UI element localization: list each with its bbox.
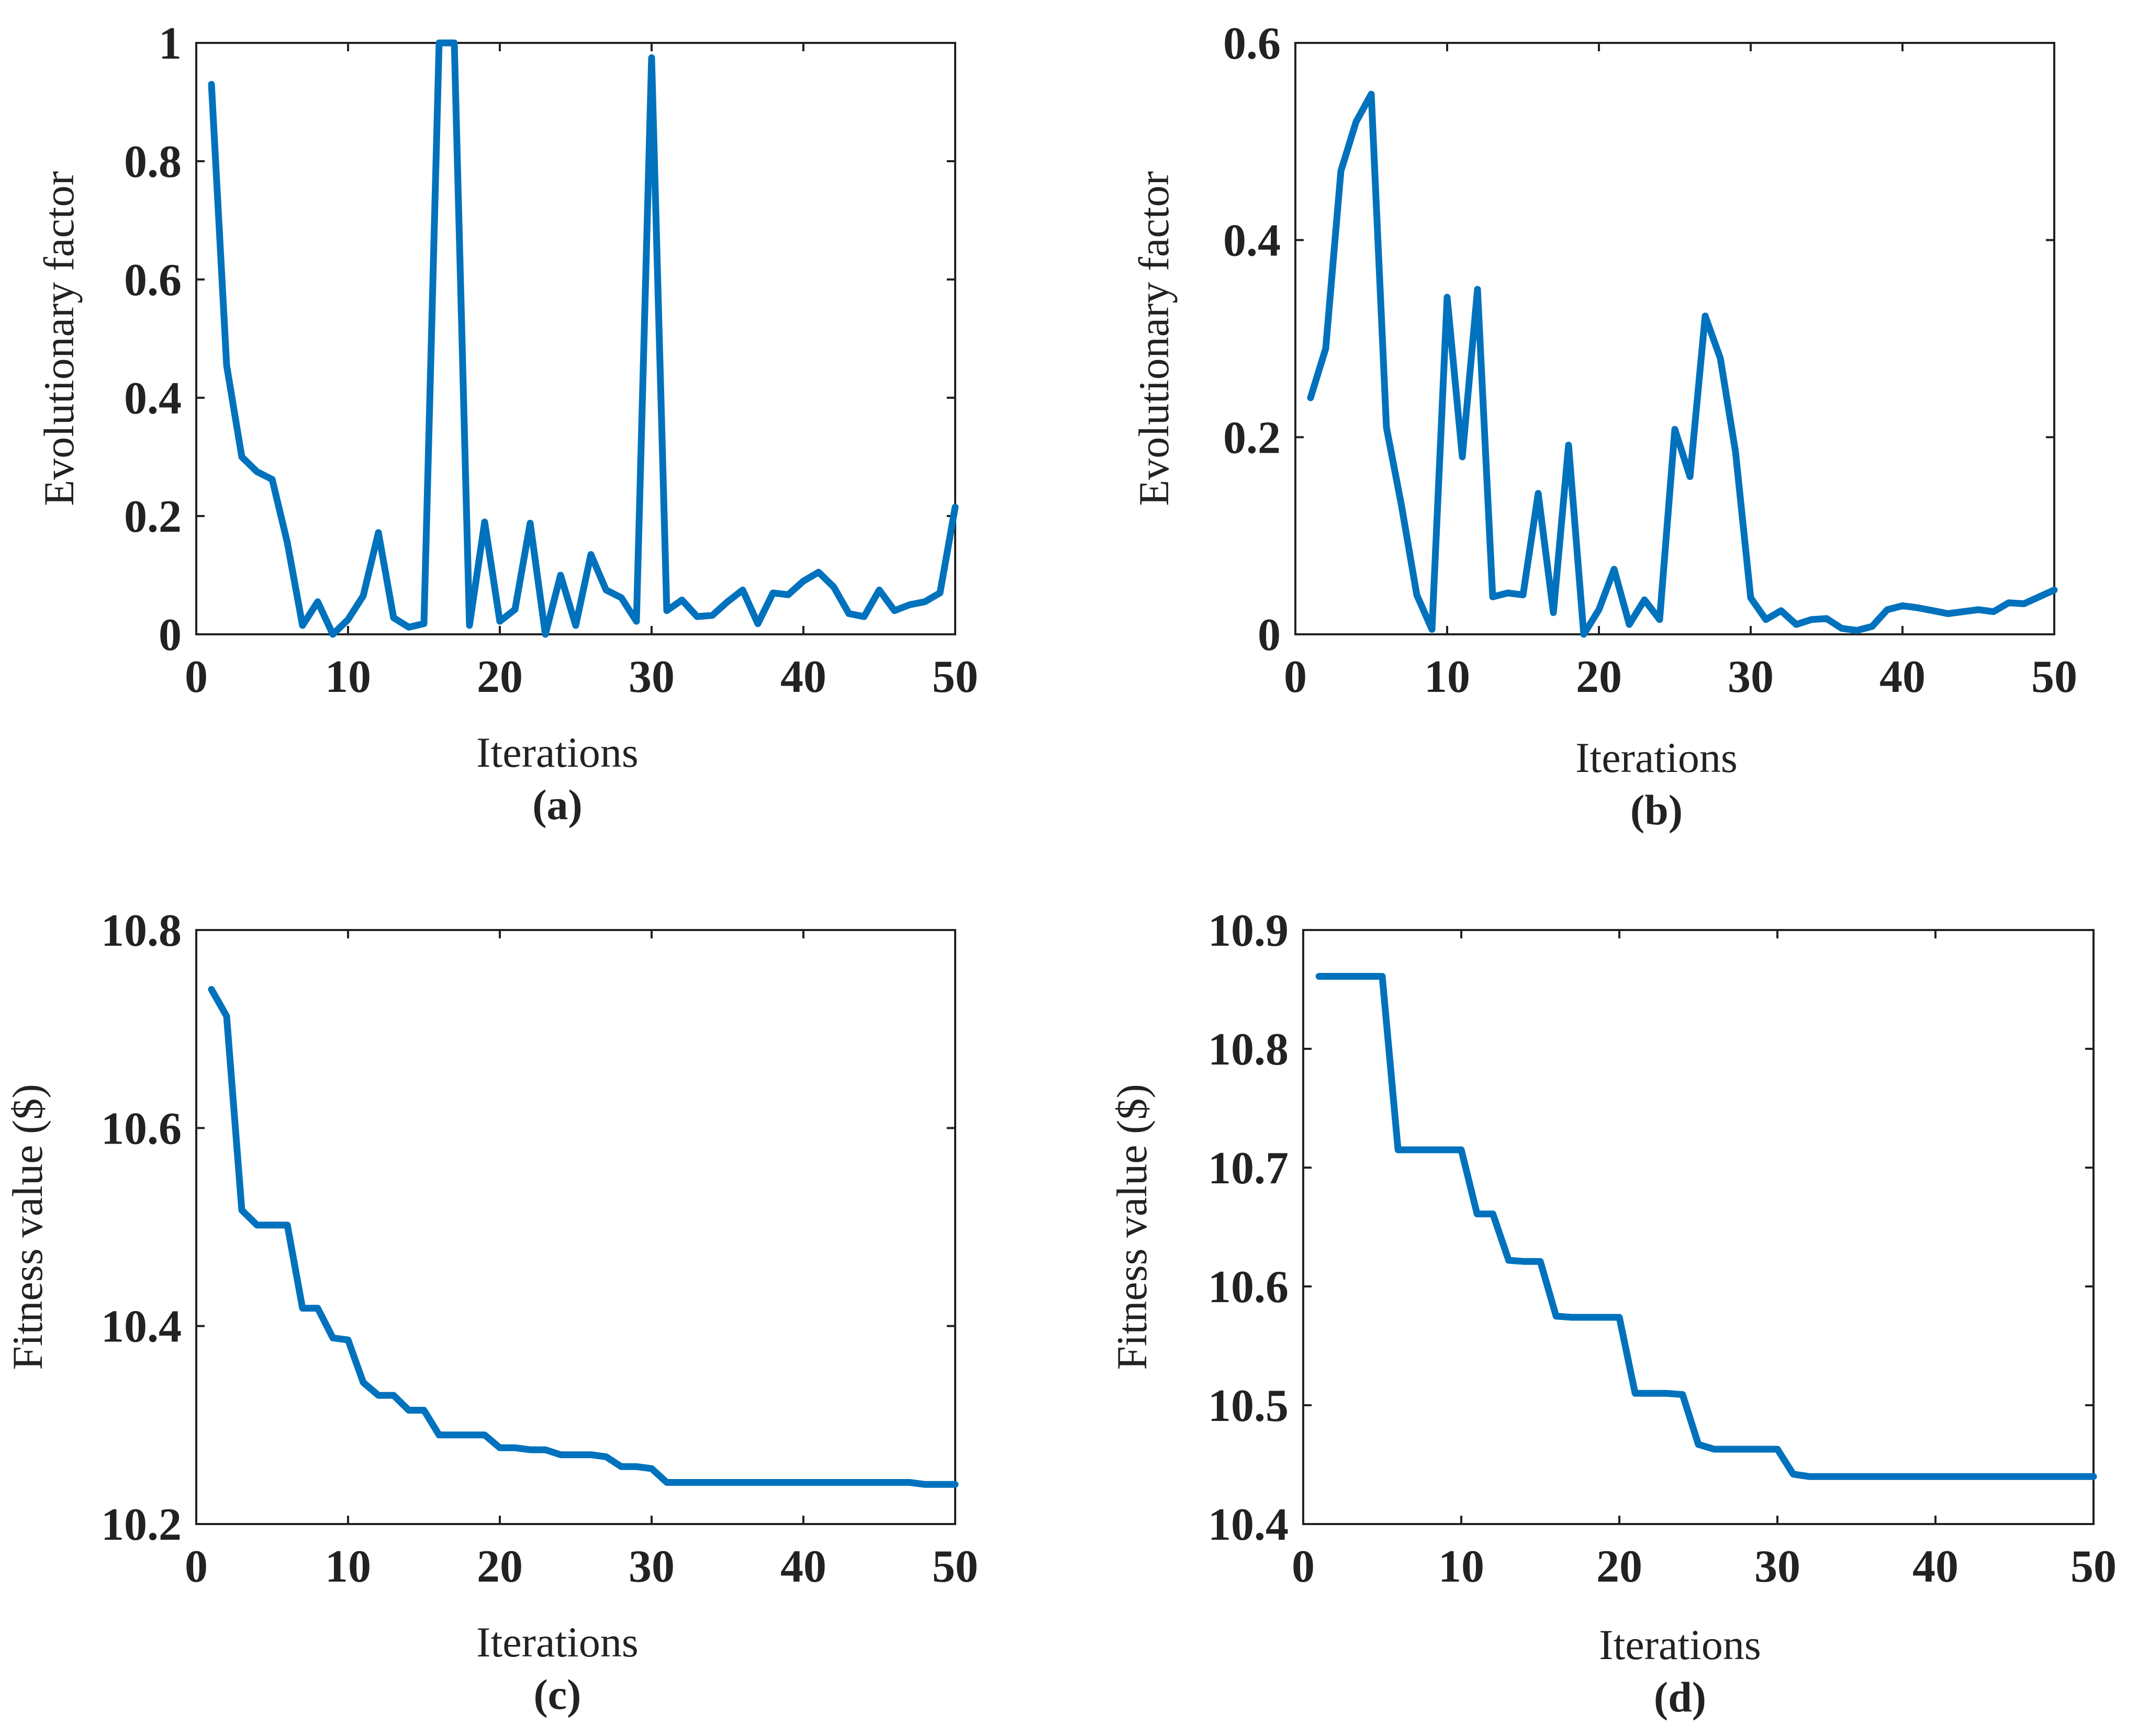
y-tick-label: 1: [159, 18, 182, 69]
panel-a: 0 10 20 30 40 50 0 0.2 0.4 0.6 0.8 1 Iterations Evolu…: [35, 18, 978, 828]
x-tick-label: 0: [1284, 652, 1307, 702]
panel-b: 0 10 20 30 40 50 0 0.2 0.4 0.6 Iterations Evolution…: [1130, 18, 2077, 834]
x-axis-label: Iterations: [1599, 1621, 1761, 1668]
x-tick-label: 40: [780, 652, 826, 702]
series-line: [208, 39, 959, 638]
plot-frame: [1294, 42, 2055, 635]
y-tick-label: 10.2: [101, 1499, 182, 1550]
series-line: [208, 986, 959, 1488]
x-tick-label: 20: [477, 1541, 523, 1592]
x-tick-label: 50: [932, 1541, 978, 1592]
y-tick-label: 0.8: [124, 137, 182, 187]
plot-frame: [195, 42, 956, 635]
x-tick-label: 0: [1292, 1541, 1315, 1592]
y-axis-label: Evolutionary factor: [35, 171, 83, 506]
y-tick-label: 0.2: [1223, 412, 1281, 463]
x-tick-label: 10: [325, 1541, 371, 1592]
y-tick-label: 10.6: [1208, 1262, 1289, 1313]
series-line: [1315, 973, 2097, 1480]
x-tick-label: 10: [1438, 1541, 1484, 1592]
x-tick-label: 30: [1728, 652, 1774, 702]
panel-label: (d): [1654, 1673, 1706, 1721]
y-tick-label: 0: [1258, 610, 1281, 660]
x-tick-label: 20: [1596, 1541, 1642, 1592]
y-tick-label: 0.6: [1223, 18, 1281, 69]
y-tick-label: 10.9: [1208, 905, 1289, 956]
panel-d: 0 10 20 30 40 50 10.4 10.5 10.6 10.7 10.8 10.9 Itera…: [1108, 905, 2117, 1721]
y-axis-label: Evolutionary factor: [1130, 171, 1178, 506]
y-tick-label: 10.5: [1208, 1381, 1289, 1431]
y-tick-label: 0.4: [124, 373, 182, 424]
series-line: [1307, 91, 2058, 638]
x-tick-label: 40: [1912, 1541, 1958, 1592]
panel-label: (c): [533, 1671, 581, 1718]
y-tick-label: 0.6: [124, 255, 182, 306]
x-axis-label: Iterations: [476, 729, 639, 776]
x-tick-label: 50: [2031, 652, 2077, 702]
x-tick-label: 40: [780, 1541, 826, 1592]
x-axis-label: Iterations: [476, 1618, 639, 1666]
x-tick-label: 20: [477, 652, 523, 702]
x-tick-label: 30: [629, 652, 675, 702]
plot-frame: [195, 929, 956, 1525]
y-tick-label: 10.8: [1208, 1024, 1289, 1075]
y-tick-label: 0: [159, 610, 182, 660]
x-tick-label: 30: [1754, 1541, 1800, 1592]
y-tick-label: 0.4: [1223, 216, 1281, 266]
x-tick-label: 20: [1576, 652, 1622, 702]
x-axis-label: Iterations: [1575, 734, 1738, 781]
x-tick-label: 0: [185, 652, 208, 702]
y-axis-label: Fitness value ($): [4, 1084, 51, 1370]
x-tick-label: 0: [185, 1541, 208, 1592]
panel-label: (a): [532, 781, 583, 828]
plot-frame: [1302, 929, 2095, 1525]
y-tick-label: 10.8: [101, 905, 182, 956]
y-axis-label: Fitness value ($): [1108, 1084, 1156, 1370]
x-tick-label: 40: [1879, 652, 1926, 702]
x-tick-label: 30: [629, 1541, 675, 1592]
y-tick-label: 10.7: [1208, 1143, 1289, 1194]
y-tick-label: 10.4: [1208, 1499, 1289, 1550]
y-tick-label: 0.2: [124, 491, 182, 542]
y-tick-label: 10.6: [101, 1103, 182, 1154]
x-tick-label: 50: [2070, 1541, 2117, 1592]
y-tick-label: 10.4: [101, 1302, 182, 1352]
panel-label: (b): [1630, 786, 1683, 834]
x-tick-label: 50: [932, 652, 978, 702]
panel-c: 0 10 20 30 40 50 10.2 10.4 10.6 10.8 Iterations Fit…: [4, 905, 978, 1718]
x-tick-label: 10: [1424, 652, 1470, 702]
x-tick-label: 10: [325, 652, 371, 702]
